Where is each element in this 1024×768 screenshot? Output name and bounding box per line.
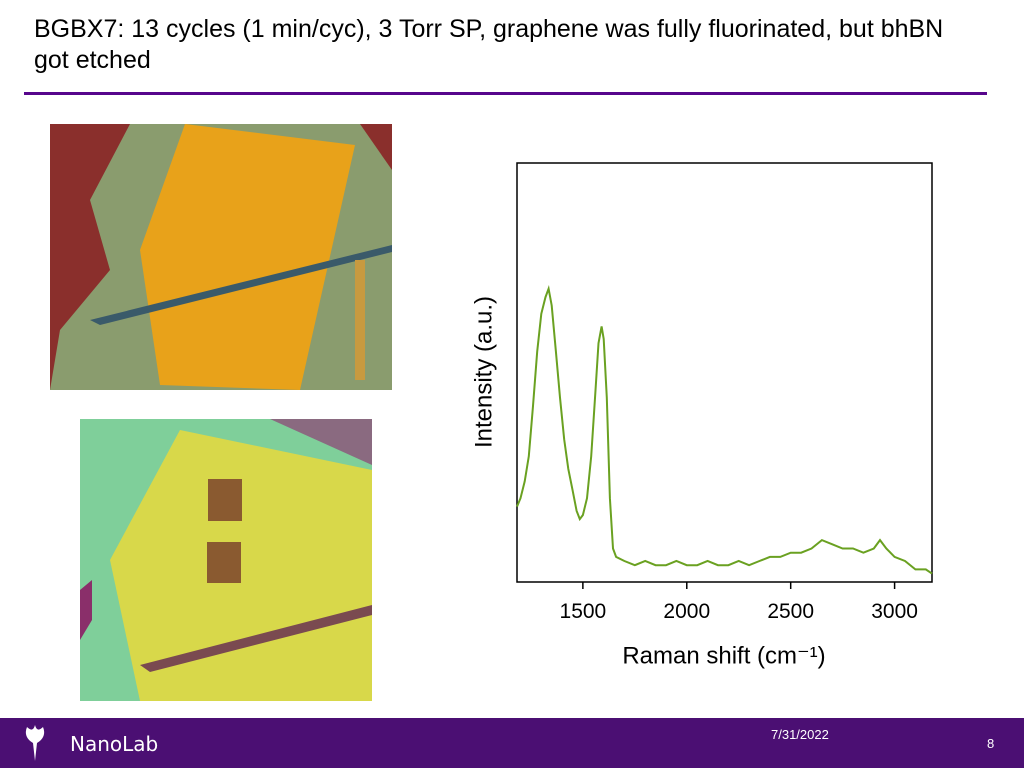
title-rule xyxy=(24,92,987,95)
chart: Intensity (a.u.) Raman shift (cm⁻¹) 1500… xyxy=(470,162,933,669)
x-tick-label: 3000 xyxy=(871,600,918,623)
spectrum-line xyxy=(516,284,933,575)
micrograph-bottom xyxy=(80,419,372,701)
page-number: 8 xyxy=(987,736,995,751)
micrograph-top xyxy=(50,124,392,390)
footer: NanoLab 7/31/2022 8 xyxy=(0,718,1024,768)
x-axis-label: Raman shift (cm⁻¹) xyxy=(622,642,825,669)
date: 7/31/2022 xyxy=(771,727,829,742)
slide-graphics: Intensity (a.u.) Raman shift (cm⁻¹) 1500… xyxy=(50,124,933,701)
slide-title: BGBX7: 13 cycles (1 min/cyc), 3 Torr SP,… xyxy=(34,15,944,74)
brand: NanoLab xyxy=(70,732,159,756)
y-axis-label: Intensity (a.u.) xyxy=(470,296,497,448)
x-tick-label: 2500 xyxy=(767,600,814,623)
logo xyxy=(25,725,45,761)
plot-frame xyxy=(516,162,933,583)
x-tick-label: 1500 xyxy=(560,600,607,623)
x-tick-label: 2000 xyxy=(663,600,710,623)
